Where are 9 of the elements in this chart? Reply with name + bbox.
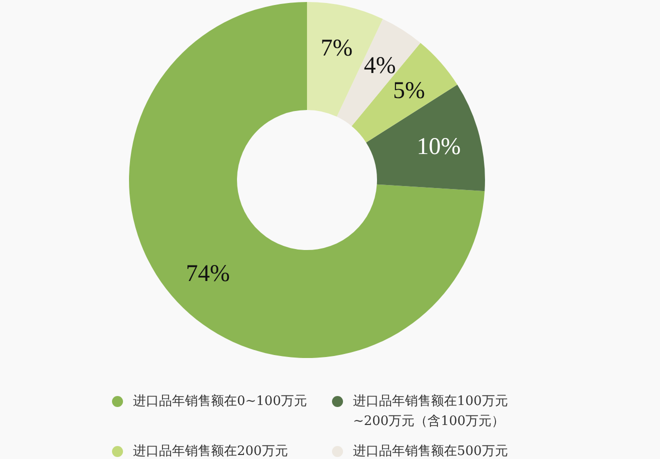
legend-label: 进口品年销售额在100万元~200万元（含100万元） [353,393,509,431]
data-label: 10% [416,134,461,160]
data-label: 74% [186,261,230,288]
data-label: 5% [393,78,426,104]
data-label: 7% [320,35,353,62]
legend-label: 进口品年销售额在500万元 [353,443,509,459]
data-label: 4% [364,53,396,80]
legend-label: 进口品年销售额在0~100万元 [133,393,308,411]
legend-label: 进口品年销售额在200万元 [133,443,289,459]
